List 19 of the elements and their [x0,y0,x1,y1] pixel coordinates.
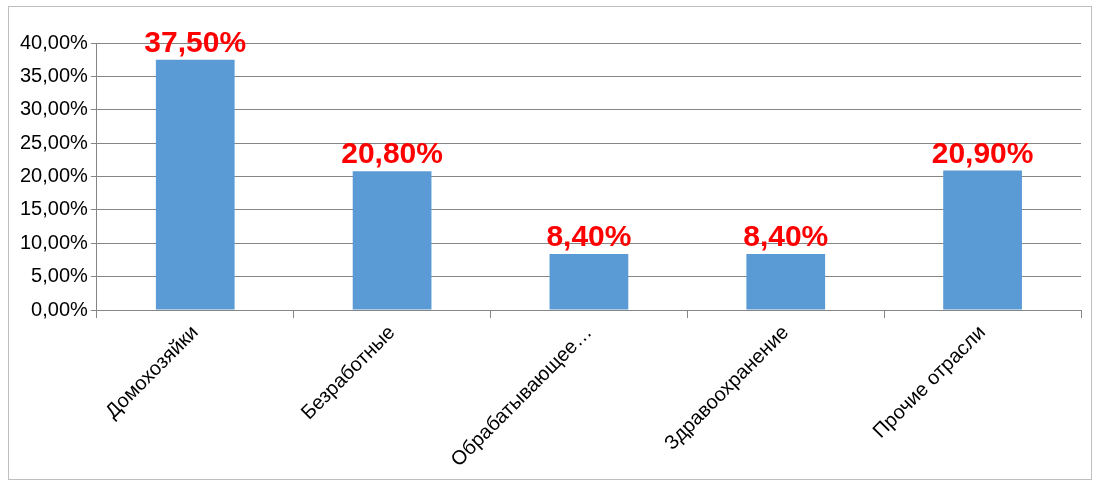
data-label: 8,40% [546,219,632,253]
y-tick-label: 0,00% [31,297,89,320]
data-label: 8,40% [743,219,829,253]
y-tick-label: 40,00% [19,30,89,53]
y-tick-label: 20,00% [19,164,89,187]
bar [746,253,826,310]
y-tick-label: 5,00% [31,264,89,287]
bar [155,59,235,310]
y-tick-label: 15,00% [19,197,89,220]
data-label: 20,90% [931,135,1034,169]
y-tick-label: 30,00% [19,97,89,120]
data-label: 20,80% [341,136,443,170]
bar [352,171,432,310]
y-tick-label: 10,00% [19,230,89,253]
y-tick-label: 25,00% [19,130,89,153]
y-tick-label: 35,00% [19,63,89,86]
bar [943,170,1022,310]
data-label: 37,50% [144,24,247,58]
bar [549,253,629,310]
